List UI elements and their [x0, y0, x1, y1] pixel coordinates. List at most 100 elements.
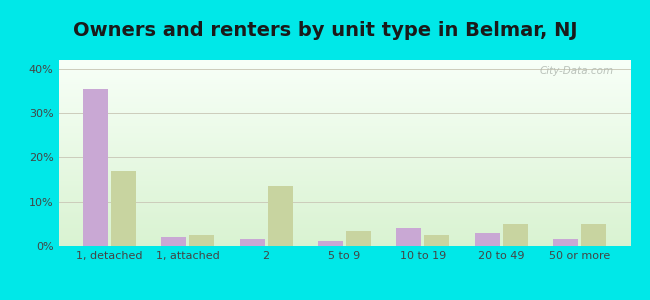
- Bar: [553, 239, 578, 246]
- Bar: [58, 147, 630, 148]
- Bar: [58, 217, 630, 218]
- Bar: [161, 237, 186, 246]
- Bar: [58, 142, 630, 143]
- Bar: [58, 81, 630, 82]
- Bar: [58, 173, 630, 174]
- Bar: [58, 220, 630, 221]
- Bar: [58, 148, 630, 149]
- Bar: [581, 224, 606, 246]
- Bar: [58, 130, 630, 131]
- Bar: [58, 150, 630, 151]
- Bar: [58, 221, 630, 222]
- Bar: [58, 92, 630, 93]
- Bar: [58, 133, 630, 134]
- Bar: [58, 100, 630, 101]
- Bar: [58, 179, 630, 180]
- Bar: [58, 79, 630, 80]
- Bar: [58, 197, 630, 198]
- Bar: [58, 145, 630, 146]
- Bar: [58, 113, 630, 114]
- Bar: [58, 176, 630, 177]
- Bar: [58, 136, 630, 137]
- Bar: [58, 73, 630, 74]
- Bar: [58, 108, 630, 109]
- Bar: [58, 80, 630, 81]
- Bar: [58, 239, 630, 240]
- Bar: [58, 97, 630, 98]
- Bar: [58, 65, 630, 66]
- Bar: [58, 155, 630, 156]
- Bar: [58, 190, 630, 191]
- Bar: [58, 154, 630, 155]
- Bar: [58, 82, 630, 83]
- Bar: [58, 200, 630, 201]
- Bar: [58, 124, 630, 125]
- Bar: [58, 206, 630, 207]
- Bar: [58, 231, 630, 232]
- Bar: [58, 211, 630, 212]
- Bar: [58, 157, 630, 158]
- Bar: [58, 166, 630, 167]
- Bar: [58, 233, 630, 234]
- Bar: [58, 214, 630, 215]
- Bar: [58, 85, 630, 86]
- Bar: [58, 236, 630, 237]
- Bar: [58, 101, 630, 102]
- Bar: [58, 63, 630, 64]
- Bar: [58, 183, 630, 184]
- Bar: [58, 193, 630, 194]
- Bar: [58, 116, 630, 117]
- Bar: [58, 229, 630, 230]
- Bar: [58, 138, 630, 139]
- Bar: [58, 225, 630, 226]
- Bar: [58, 141, 630, 142]
- Bar: [58, 66, 630, 67]
- Bar: [58, 89, 630, 90]
- Bar: [58, 230, 630, 231]
- Bar: [58, 232, 630, 233]
- Bar: [58, 69, 630, 70]
- Bar: [58, 189, 630, 190]
- Bar: [58, 140, 630, 141]
- Bar: [58, 102, 630, 103]
- Bar: [58, 158, 630, 159]
- Bar: [58, 143, 630, 144]
- Bar: [58, 196, 630, 197]
- Bar: [58, 167, 630, 168]
- Bar: [58, 159, 630, 160]
- Bar: [58, 153, 630, 154]
- Bar: [58, 84, 630, 85]
- Bar: [58, 170, 630, 171]
- Bar: [58, 175, 630, 176]
- Bar: [58, 245, 630, 246]
- Bar: [503, 224, 528, 246]
- Bar: [58, 212, 630, 214]
- Bar: [58, 146, 630, 147]
- Bar: [58, 68, 630, 69]
- Bar: [58, 74, 630, 75]
- Bar: [58, 112, 630, 113]
- Bar: [58, 228, 630, 229]
- Bar: [58, 110, 630, 111]
- Bar: [58, 137, 630, 138]
- Bar: [58, 128, 630, 129]
- Bar: [58, 222, 630, 223]
- Text: City-Data.com: City-Data.com: [540, 66, 614, 76]
- Bar: [58, 62, 630, 63]
- Bar: [58, 195, 630, 196]
- Bar: [58, 119, 630, 120]
- Bar: [58, 184, 630, 185]
- Bar: [58, 67, 630, 68]
- Bar: [189, 235, 214, 246]
- Bar: [58, 181, 630, 182]
- Bar: [58, 151, 630, 152]
- Bar: [58, 165, 630, 166]
- Bar: [474, 233, 500, 246]
- Bar: [58, 123, 630, 124]
- Bar: [318, 241, 343, 246]
- Bar: [58, 244, 630, 245]
- Bar: [58, 64, 630, 65]
- Bar: [58, 169, 630, 170]
- Bar: [58, 103, 630, 104]
- Bar: [58, 164, 630, 165]
